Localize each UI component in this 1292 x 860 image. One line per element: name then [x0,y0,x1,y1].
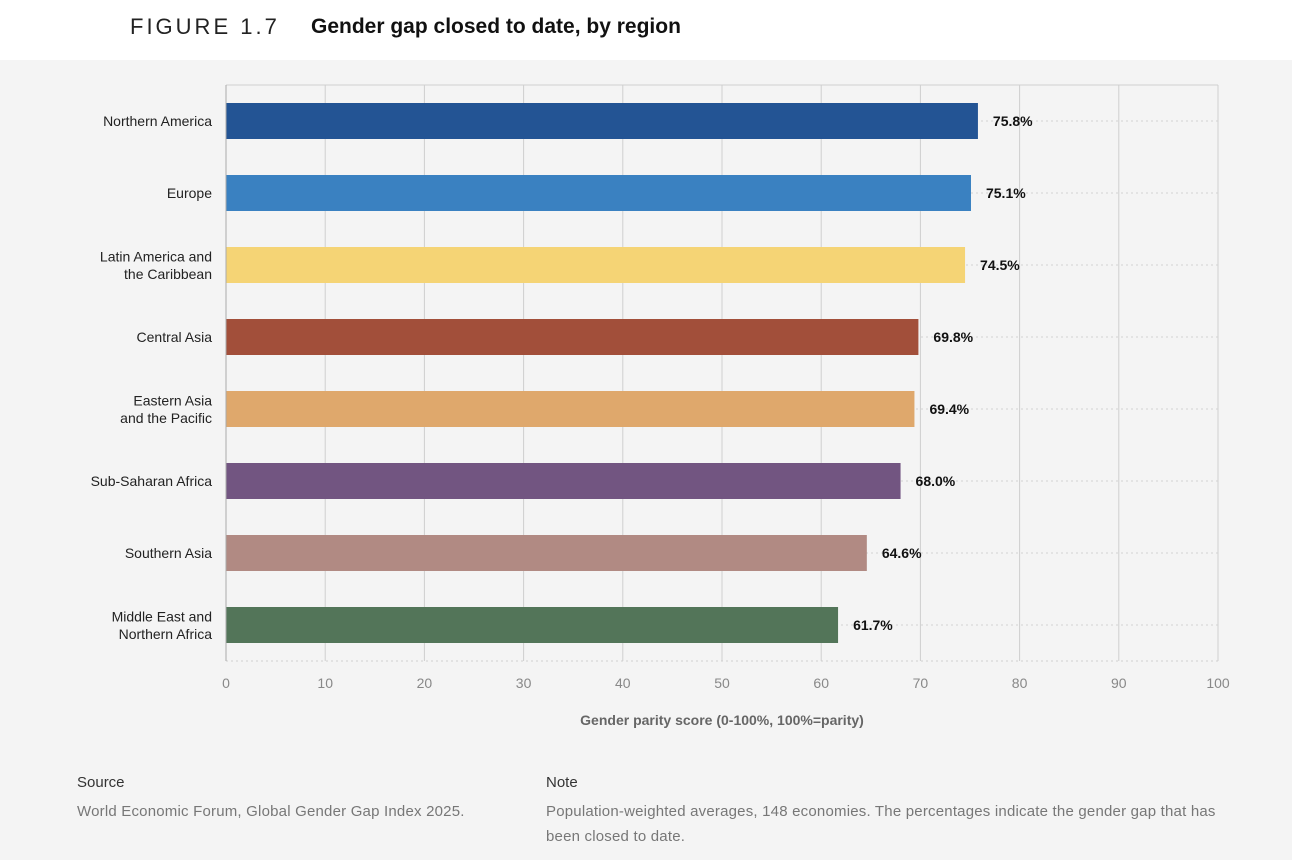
x-tick-label: 100 [1206,675,1230,691]
category-label-line: Middle East and [112,608,212,624]
x-tick-label: 70 [913,675,929,691]
category-label: Eastern Asia and the Pacific [120,392,212,426]
category-label-line: Northern Africa [119,626,213,642]
source-block: Source World Economic Forum, Global Gend… [77,774,517,824]
category-label-line: the Caribbean [124,266,212,282]
category-label-line: Sub-Saharan Africa [91,473,213,489]
category-label: Southern Asia [125,545,212,561]
chart-panel: 75.8% Northern America 75.1% Europe 74.5% Lat… [0,60,1292,860]
bar-value-label: 75.8% [993,113,1033,129]
bar-value-label: 69.4% [929,401,969,417]
bar [226,463,901,499]
x-tick-label: 90 [1111,675,1127,691]
note-text: Population-weighted averages, 148 econom… [546,803,1216,845]
category-label-line: Latin America and [100,248,212,264]
category-label-line: Central Asia [137,329,213,345]
bar [226,535,867,571]
x-tick-label: 0 [222,675,230,691]
note-block: Note Population-weighted averages, 148 e… [546,774,1236,849]
bar [226,103,978,139]
bar [226,391,915,427]
bar-value-label: 61.7% [853,617,893,633]
category-label-line: and the Pacific [120,410,212,426]
note-heading: Note [546,774,578,791]
category-label: Northern America [103,113,212,129]
bar [226,175,971,211]
bar [226,607,839,643]
figure-title: Gender gap closed to date, by region [311,15,681,38]
figure-label: FIGURE 1.7 [130,14,280,39]
category-label-line: Northern America [103,113,212,129]
category-label: Middle East and Northern Africa [112,608,213,642]
x-tick-label: 50 [714,675,730,691]
category-label: Central Asia [137,329,213,345]
x-tick-label: 40 [615,675,631,691]
category-label-line: Eastern Asia [133,392,212,408]
x-tick-label: 80 [1012,675,1028,691]
category-label: Europe [167,185,212,201]
source-text: World Economic Forum, Global Gender Gap … [77,803,465,820]
bar-value-label: 64.6% [882,545,922,561]
x-tick-label: 10 [317,675,333,691]
bar-value-label: 68.0% [916,473,956,489]
x-axis-title: Gender parity score (0-100%, 100%=parity… [580,712,864,728]
bar-value-label: 75.1% [986,185,1026,201]
bar-value-label: 69.8% [933,329,973,345]
bar [226,319,919,355]
x-tick-label: 60 [813,675,829,691]
bar [226,247,966,283]
x-tick-label: 20 [417,675,433,691]
category-label: Sub-Saharan Africa [91,473,213,489]
source-heading: Source [77,774,125,791]
bar-chart: 75.8% Northern America 75.1% Europe 74.5% Lat… [91,84,1230,728]
category-label: Latin America and the Caribbean [100,248,212,282]
figure-header: FIGURE 1.7 Gender gap closed to date, by… [0,0,1292,60]
category-label-line: Europe [167,185,212,201]
bar-value-label: 74.5% [980,257,1020,273]
x-tick-label: 30 [516,675,532,691]
category-label-line: Southern Asia [125,545,212,561]
